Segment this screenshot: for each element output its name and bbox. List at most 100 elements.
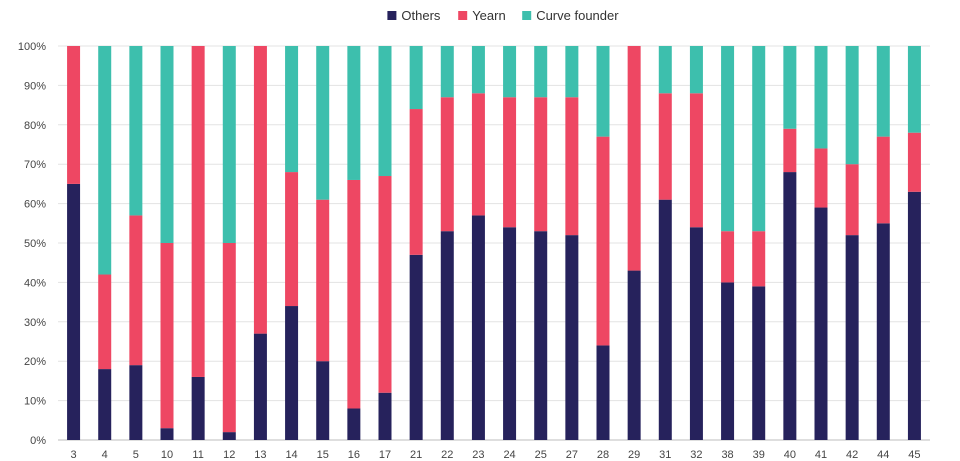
bar-segment-curve-founder xyxy=(783,46,797,129)
bar-segment-yearn xyxy=(814,148,828,208)
x-tick-label: 4 xyxy=(102,449,108,461)
bar-segment-curve-founder xyxy=(721,46,735,232)
bar-segment-yearn xyxy=(67,46,81,184)
bar-segment-curve-founder xyxy=(409,46,423,110)
x-tick-label: 14 xyxy=(285,449,297,461)
bar-segment-curve-founder xyxy=(814,46,828,149)
legend-label: Yearn xyxy=(472,8,506,23)
bar-segment-yearn xyxy=(721,231,735,283)
x-tick-label: 23 xyxy=(472,449,484,461)
y-axis-tick-labels: 0% 10% 20% 30% 40% 50% 60% 70% 80% 90% 100% xyxy=(18,41,46,447)
bar-segment-curve-founder xyxy=(160,46,174,243)
bar-segment-others xyxy=(316,361,330,440)
bar-segment-yearn xyxy=(627,46,641,271)
bar-segment-curve-founder xyxy=(98,46,112,275)
bar-segment-others xyxy=(907,191,921,440)
x-tick-label: 16 xyxy=(348,449,360,461)
bar-segment-others xyxy=(689,227,703,440)
y-tick-label: 70% xyxy=(24,159,46,171)
bar-segment-yearn xyxy=(316,199,330,362)
bar-segment-others xyxy=(191,376,205,440)
bar-segment-others xyxy=(285,306,299,440)
legend-label: Curve founder xyxy=(536,8,619,23)
bar-segment-curve-founder xyxy=(503,46,517,98)
bar-segment-others xyxy=(253,333,267,440)
bar-segment-yearn xyxy=(378,176,392,393)
x-tick-label: 25 xyxy=(535,449,547,461)
bar-segment-yearn xyxy=(565,97,579,236)
bar-segment-curve-founder xyxy=(285,46,299,173)
x-axis-tick-labels: 3 4 5 10 11 12 13 14 15 16 17 21 22 23 24 25 27 28 29 31 32 3… xyxy=(71,449,921,461)
x-tick-label: 44 xyxy=(877,449,889,461)
x-tick-label: 13 xyxy=(254,449,266,461)
bar-segment-others xyxy=(658,199,672,440)
legend-swatch xyxy=(522,11,532,20)
bar-segment-others xyxy=(160,428,174,440)
bar-segment-curve-founder xyxy=(658,46,672,94)
x-tick-label: 15 xyxy=(317,449,329,461)
y-tick-label: 30% xyxy=(24,317,46,329)
bar-segment-yearn xyxy=(752,231,766,287)
x-tick-label: 39 xyxy=(753,449,765,461)
x-tick-label: 28 xyxy=(597,449,609,461)
bar-segment-yearn xyxy=(471,93,485,216)
bar-segment-curve-founder xyxy=(907,46,921,133)
bar-segment-curve-founder xyxy=(565,46,579,98)
bar-segment-others xyxy=(440,231,454,440)
bar-segment-curve-founder xyxy=(347,46,361,180)
bar-segment-curve-founder xyxy=(534,46,548,98)
bar-segment-curve-founder xyxy=(845,46,859,165)
bar-segment-yearn xyxy=(253,46,267,334)
legend-swatch xyxy=(458,11,468,20)
bar-segment-yearn xyxy=(503,97,517,228)
x-tick-label: 10 xyxy=(161,449,173,461)
bar-segment-yearn xyxy=(98,274,112,370)
bar-segment-curve-founder xyxy=(440,46,454,98)
bar-segment-others xyxy=(565,235,579,440)
bar-segment-yearn xyxy=(534,97,548,232)
x-tick-label: 42 xyxy=(846,449,858,461)
legend-swatch xyxy=(387,11,397,20)
bar-segment-curve-founder xyxy=(129,46,143,216)
x-tick-label: 5 xyxy=(133,449,139,461)
bar-segment-yearn xyxy=(222,243,236,433)
x-tick-label: 27 xyxy=(566,449,578,461)
y-tick-label: 60% xyxy=(24,199,46,211)
y-tick-label: 90% xyxy=(24,80,46,92)
legend: Others Yearn Curve founder xyxy=(387,8,619,23)
bar-segment-others xyxy=(814,207,828,440)
bar-segment-others xyxy=(876,223,890,440)
bar-segment-others xyxy=(347,408,361,440)
bar-segment-others xyxy=(627,270,641,440)
bar-segment-yearn xyxy=(347,179,361,409)
bar-segment-yearn xyxy=(596,136,610,346)
x-tick-label: 17 xyxy=(379,449,391,461)
y-tick-label: 20% xyxy=(24,356,46,368)
x-tick-label: 22 xyxy=(441,449,453,461)
bar-segment-curve-founder xyxy=(689,46,703,94)
bar-segment-others xyxy=(471,215,485,440)
bars xyxy=(67,46,921,440)
x-tick-label: 21 xyxy=(410,449,422,461)
x-tick-label: 41 xyxy=(815,449,827,461)
bar-segment-others xyxy=(222,432,236,440)
bar-segment-curve-founder xyxy=(378,46,392,177)
grid-lines xyxy=(58,45,930,441)
bar-segment-yearn xyxy=(129,215,143,366)
bar-segment-yearn xyxy=(160,243,174,429)
bar-segment-others xyxy=(378,392,392,440)
legend-label: Others xyxy=(401,8,441,23)
x-tick-label: 24 xyxy=(503,449,515,461)
bar-segment-others xyxy=(721,282,735,440)
bar-segment-curve-founder xyxy=(316,46,330,200)
bar-segment-others xyxy=(503,227,517,440)
bar-segment-yearn xyxy=(689,93,703,228)
bar-segment-yearn xyxy=(658,93,672,200)
bar-segment-curve-founder xyxy=(752,46,766,232)
y-tick-label: 50% xyxy=(24,238,46,250)
x-tick-label: 3 xyxy=(71,449,77,461)
bar-segment-others xyxy=(845,235,859,440)
bar-segment-others xyxy=(596,345,610,440)
bar-segment-yearn xyxy=(783,128,797,173)
